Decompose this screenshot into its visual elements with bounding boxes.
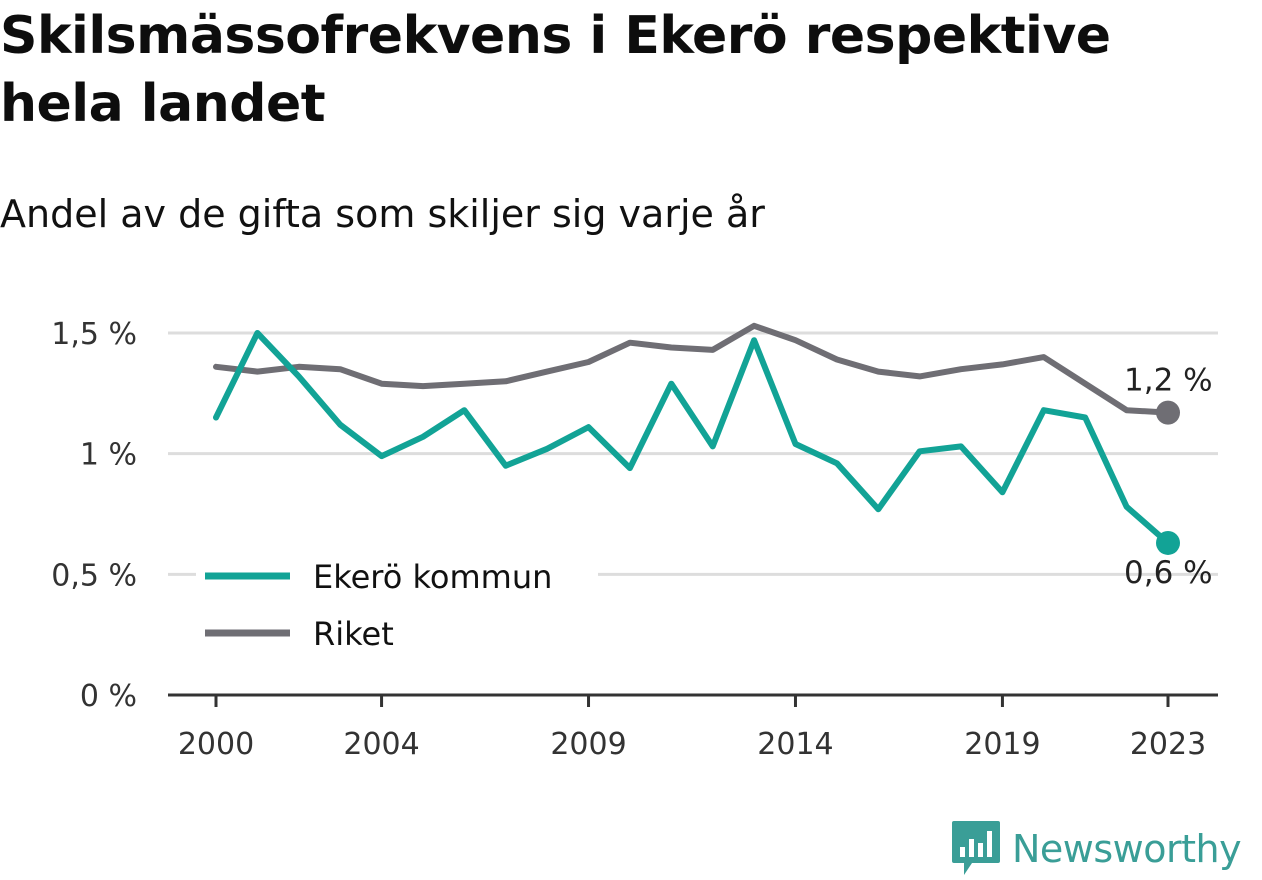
- series-line: [213, 322, 1171, 416]
- chart-subtitle: Andel av de gifta som skiljer sig varje …: [0, 192, 765, 236]
- brand-name: Newsworthy: [1012, 827, 1242, 871]
- end-label-riket: 1,2 %: [1124, 363, 1213, 399]
- series-end-point: [1156, 530, 1180, 555]
- y-tick-label: 0,5 %: [51, 558, 137, 593]
- y-tick-label: 1,5 %: [51, 317, 137, 352]
- y-tick-label: 0 %: [80, 679, 137, 714]
- end-label-ekero: 0,6 %: [1124, 555, 1213, 591]
- y-tick-label: 1 %: [80, 438, 137, 473]
- x-tick-label: 2023: [1130, 727, 1206, 762]
- legend-label: Riket: [313, 615, 394, 653]
- x-tick-label: 2009: [550, 727, 626, 762]
- newsworthy-chart-icon: [952, 821, 1000, 875]
- axes: 0 % 0,5 % 1 % 1,5 % 2000 2004 2009 2014 2019 2023: [51, 317, 1218, 762]
- legend-label: Ekerö kommun: [313, 558, 552, 596]
- end-labels: 1,2 % 0,6 %: [1124, 363, 1213, 591]
- x-tick-label: 2019: [964, 727, 1040, 762]
- x-tick-label: 2004: [343, 727, 419, 762]
- x-tick-label: 2000: [178, 727, 254, 762]
- series-line: [213, 330, 1171, 546]
- legend: Ekerö kommun Riket: [196, 548, 598, 653]
- x-tick-label: 2014: [757, 727, 833, 762]
- series-layer: [213, 322, 1180, 555]
- series-end-point: [1156, 400, 1180, 425]
- chart-title: Skilsmässofrekvens i Ekerö respektive he…: [0, 6, 1111, 134]
- brand-logo: Newsworthy: [950, 818, 1242, 880]
